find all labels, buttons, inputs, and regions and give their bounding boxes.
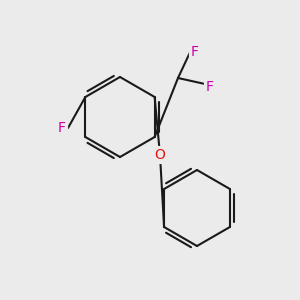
Text: O: O [154, 148, 165, 162]
Text: F: F [191, 45, 199, 59]
Text: F: F [58, 121, 66, 135]
Text: F: F [206, 80, 214, 94]
